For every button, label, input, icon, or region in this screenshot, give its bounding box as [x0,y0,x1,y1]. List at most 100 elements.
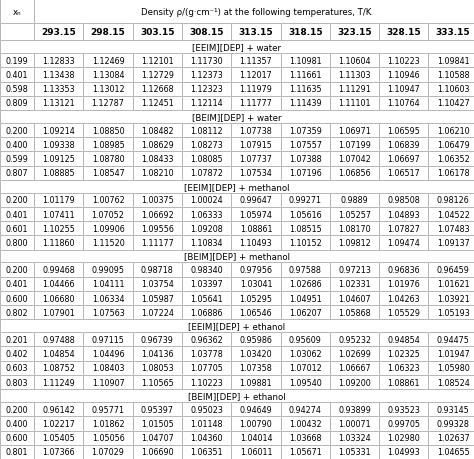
Bar [133,236,182,250]
Text: 1.03778: 1.03778 [190,349,223,358]
Bar [0,152,34,166]
Bar [281,306,330,320]
Bar [182,375,231,389]
Bar [133,138,182,152]
Bar [133,416,182,431]
Bar [182,83,231,97]
Bar [281,97,330,111]
Text: 0.96362: 0.96362 [190,335,223,344]
Bar [0,222,34,236]
Text: 1.06546: 1.06546 [240,308,272,317]
Bar [281,54,330,68]
Text: 1.07557: 1.07557 [289,140,322,150]
Bar [0,193,34,207]
Bar [34,375,83,389]
Text: 0.807: 0.807 [6,169,28,178]
Bar [34,207,83,222]
Text: 1.12114: 1.12114 [191,99,223,108]
Bar [379,68,428,83]
Bar [34,402,83,416]
Bar [379,263,428,277]
Bar [83,54,133,68]
Text: 1.08861: 1.08861 [388,378,420,387]
Bar [330,402,379,416]
Bar [182,263,231,277]
Bar [83,123,133,138]
Bar [281,222,330,236]
Bar [133,222,182,236]
Bar [0,306,34,320]
Bar [281,68,330,83]
Text: 1.10152: 1.10152 [289,239,322,247]
Text: 1.06856: 1.06856 [338,169,371,178]
Bar [182,236,231,250]
Bar [0,83,34,97]
Bar [34,236,83,250]
Bar [231,431,281,445]
Bar [0,389,474,402]
Bar [182,83,231,97]
Bar [379,152,428,166]
Bar [83,347,133,361]
Text: 0.97213: 0.97213 [338,265,371,274]
Bar [428,332,474,347]
Bar [83,347,133,361]
Bar [379,347,428,361]
Bar [133,83,182,97]
Text: 1.04854: 1.04854 [43,349,75,358]
Bar [281,306,330,320]
Bar [231,54,281,68]
Bar [133,166,182,180]
Bar [182,193,231,207]
Text: 0.400: 0.400 [6,419,28,428]
Bar [0,361,34,375]
Bar [133,152,182,166]
Text: 1.00024: 1.00024 [191,196,223,205]
Bar [34,431,83,445]
Bar [379,166,428,180]
Bar [0,306,34,320]
Bar [231,347,281,361]
Bar [0,445,34,459]
Bar [34,263,83,277]
Bar [428,277,474,291]
Text: 308.15: 308.15 [190,28,224,37]
Text: 333.15: 333.15 [436,28,471,37]
Bar [182,222,231,236]
Bar [330,431,379,445]
Bar [231,263,281,277]
Bar [34,222,83,236]
Bar [330,166,379,180]
Text: 1.05641: 1.05641 [191,294,223,303]
Text: 1.06886: 1.06886 [191,308,223,317]
Text: 0.94274: 0.94274 [289,405,322,414]
Text: 1.08112: 1.08112 [191,126,223,135]
Bar [0,416,34,431]
Bar [0,431,34,445]
Bar [182,123,231,138]
Bar [231,152,281,166]
Bar [182,24,231,41]
Bar [83,222,133,236]
Text: 298.15: 298.15 [91,28,126,37]
Bar [0,347,34,361]
Bar [281,166,330,180]
Bar [379,277,428,291]
Bar [0,123,34,138]
Text: 1.08524: 1.08524 [437,378,470,387]
Text: 1.06207: 1.06207 [289,308,322,317]
Text: 1.07359: 1.07359 [289,126,322,135]
Bar [83,263,133,277]
Bar [428,123,474,138]
Bar [231,207,281,222]
Bar [83,68,133,83]
Bar [83,263,133,277]
Bar [83,306,133,320]
Text: 1.11979: 1.11979 [239,85,273,94]
Bar [330,83,379,97]
Bar [34,277,83,291]
Bar [83,193,133,207]
Bar [330,138,379,152]
Bar [0,445,34,459]
Text: 0.200: 0.200 [6,126,28,135]
